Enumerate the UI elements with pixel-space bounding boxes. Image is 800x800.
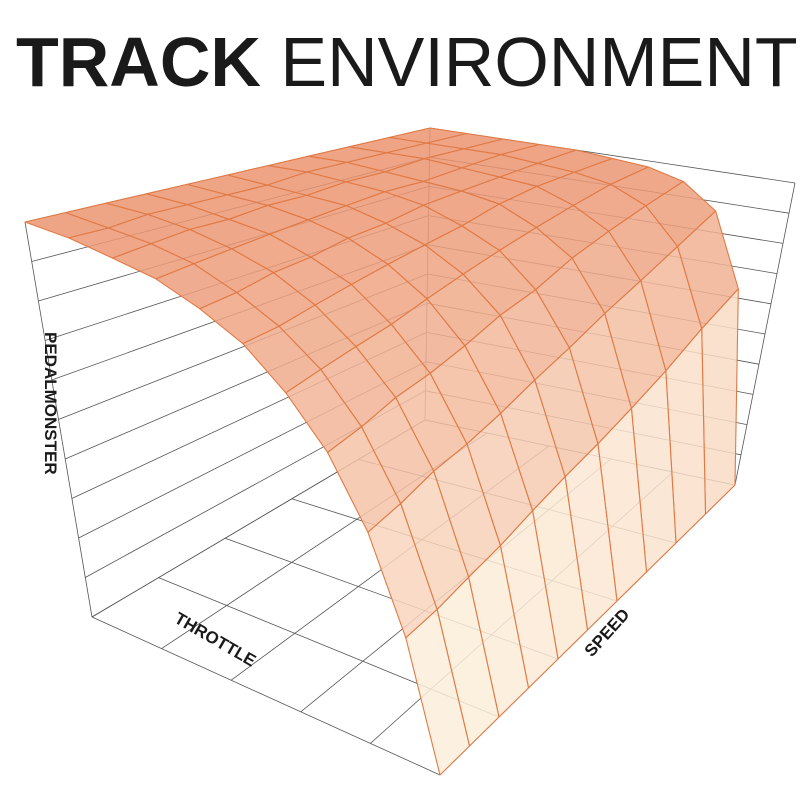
right-vertical-edge: [734, 182, 796, 486]
page-title: TRACK ENVIRONMENT: [16, 22, 798, 102]
surface-cell: [405, 608, 471, 776]
z-axis-label: PEDALMONSTER: [41, 332, 60, 475]
title-bold: TRACK: [16, 23, 261, 101]
left-vertical-edge: [24, 221, 93, 618]
surface-cell: [701, 288, 739, 515]
floor-gridline: [91, 616, 441, 776]
title-regular: ENVIRONMENT: [280, 23, 798, 101]
